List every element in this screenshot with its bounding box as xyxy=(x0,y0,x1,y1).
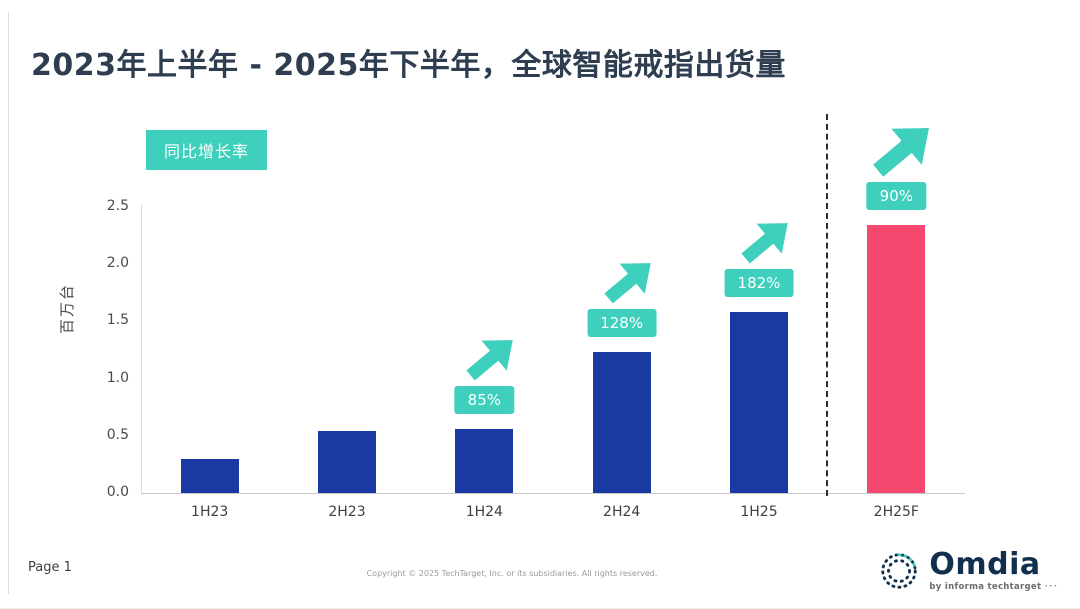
x-axis-line xyxy=(141,493,965,494)
y-tick-label: 1.5 xyxy=(106,312,129,329)
y-tick-label: 0.0 xyxy=(106,484,129,500)
bar-1H24 xyxy=(455,428,514,493)
y-tick-label: 1.0 xyxy=(106,369,129,386)
bar-2H25F xyxy=(867,225,926,493)
y-axis-line xyxy=(141,204,142,493)
growth-badge: 182% xyxy=(724,269,794,298)
bar-1H25 xyxy=(730,312,788,493)
y-tick-label: 2.5 xyxy=(106,198,129,214)
x-tick-label: 2H24 xyxy=(603,504,641,520)
bar-1H23 xyxy=(180,458,239,493)
brand-tagline-dots: ••• xyxy=(1044,583,1058,591)
forecast-divider xyxy=(825,114,828,496)
bar-2H24 xyxy=(592,352,651,493)
x-tick-label: 1H25 xyxy=(740,504,778,520)
page-title: 2023年上半年 - 2025年下半年，全球智能戒指出货量 xyxy=(31,48,786,83)
copyright-text: Copyright © 2025 TechTarget, Inc. or its… xyxy=(366,569,658,578)
x-tick-label: 2H25F xyxy=(873,504,919,520)
omdia-logo-text: Omdia by informa techtarget ••• xyxy=(929,550,1058,592)
growth-badge: 128% xyxy=(587,309,657,338)
x-tick-label: 1H23 xyxy=(191,504,229,520)
brand-tagline-text: by informa techtarget xyxy=(929,582,1042,593)
brand-tagline: by informa techtarget ••• xyxy=(929,583,1058,592)
growth-arrow-icon xyxy=(739,218,795,264)
growth-arrow-icon xyxy=(602,258,658,304)
omdia-logo-icon xyxy=(878,550,920,592)
x-tick-label: 1H24 xyxy=(465,504,503,520)
growth-arrow-icon xyxy=(464,335,520,381)
y-tick-label: 0.5 xyxy=(106,426,129,443)
bar-2H23 xyxy=(318,431,376,493)
growth-badge: 90% xyxy=(866,182,926,211)
page-number: Page 1 xyxy=(28,560,72,575)
omdia-logo: Omdia by informa techtarget ••• xyxy=(878,550,1058,592)
y-axis-label: 百万台 xyxy=(58,282,76,334)
bar-chart: 0.0 0.5 1.0 1.5 2.0 2.5 1H23 2H23 1H24 85% 2H24 128… xyxy=(107,114,965,520)
growth-arrow-icon xyxy=(870,122,938,178)
x-tick-label: 2H23 xyxy=(328,504,366,520)
y-tick-label: 2.0 xyxy=(106,255,129,272)
brand-name: Omdia xyxy=(929,547,1041,583)
yoy-growth-legend-badge: 同比增长率 xyxy=(146,130,268,170)
left-edge-divider xyxy=(8,12,9,594)
growth-badge: 85% xyxy=(454,385,514,414)
